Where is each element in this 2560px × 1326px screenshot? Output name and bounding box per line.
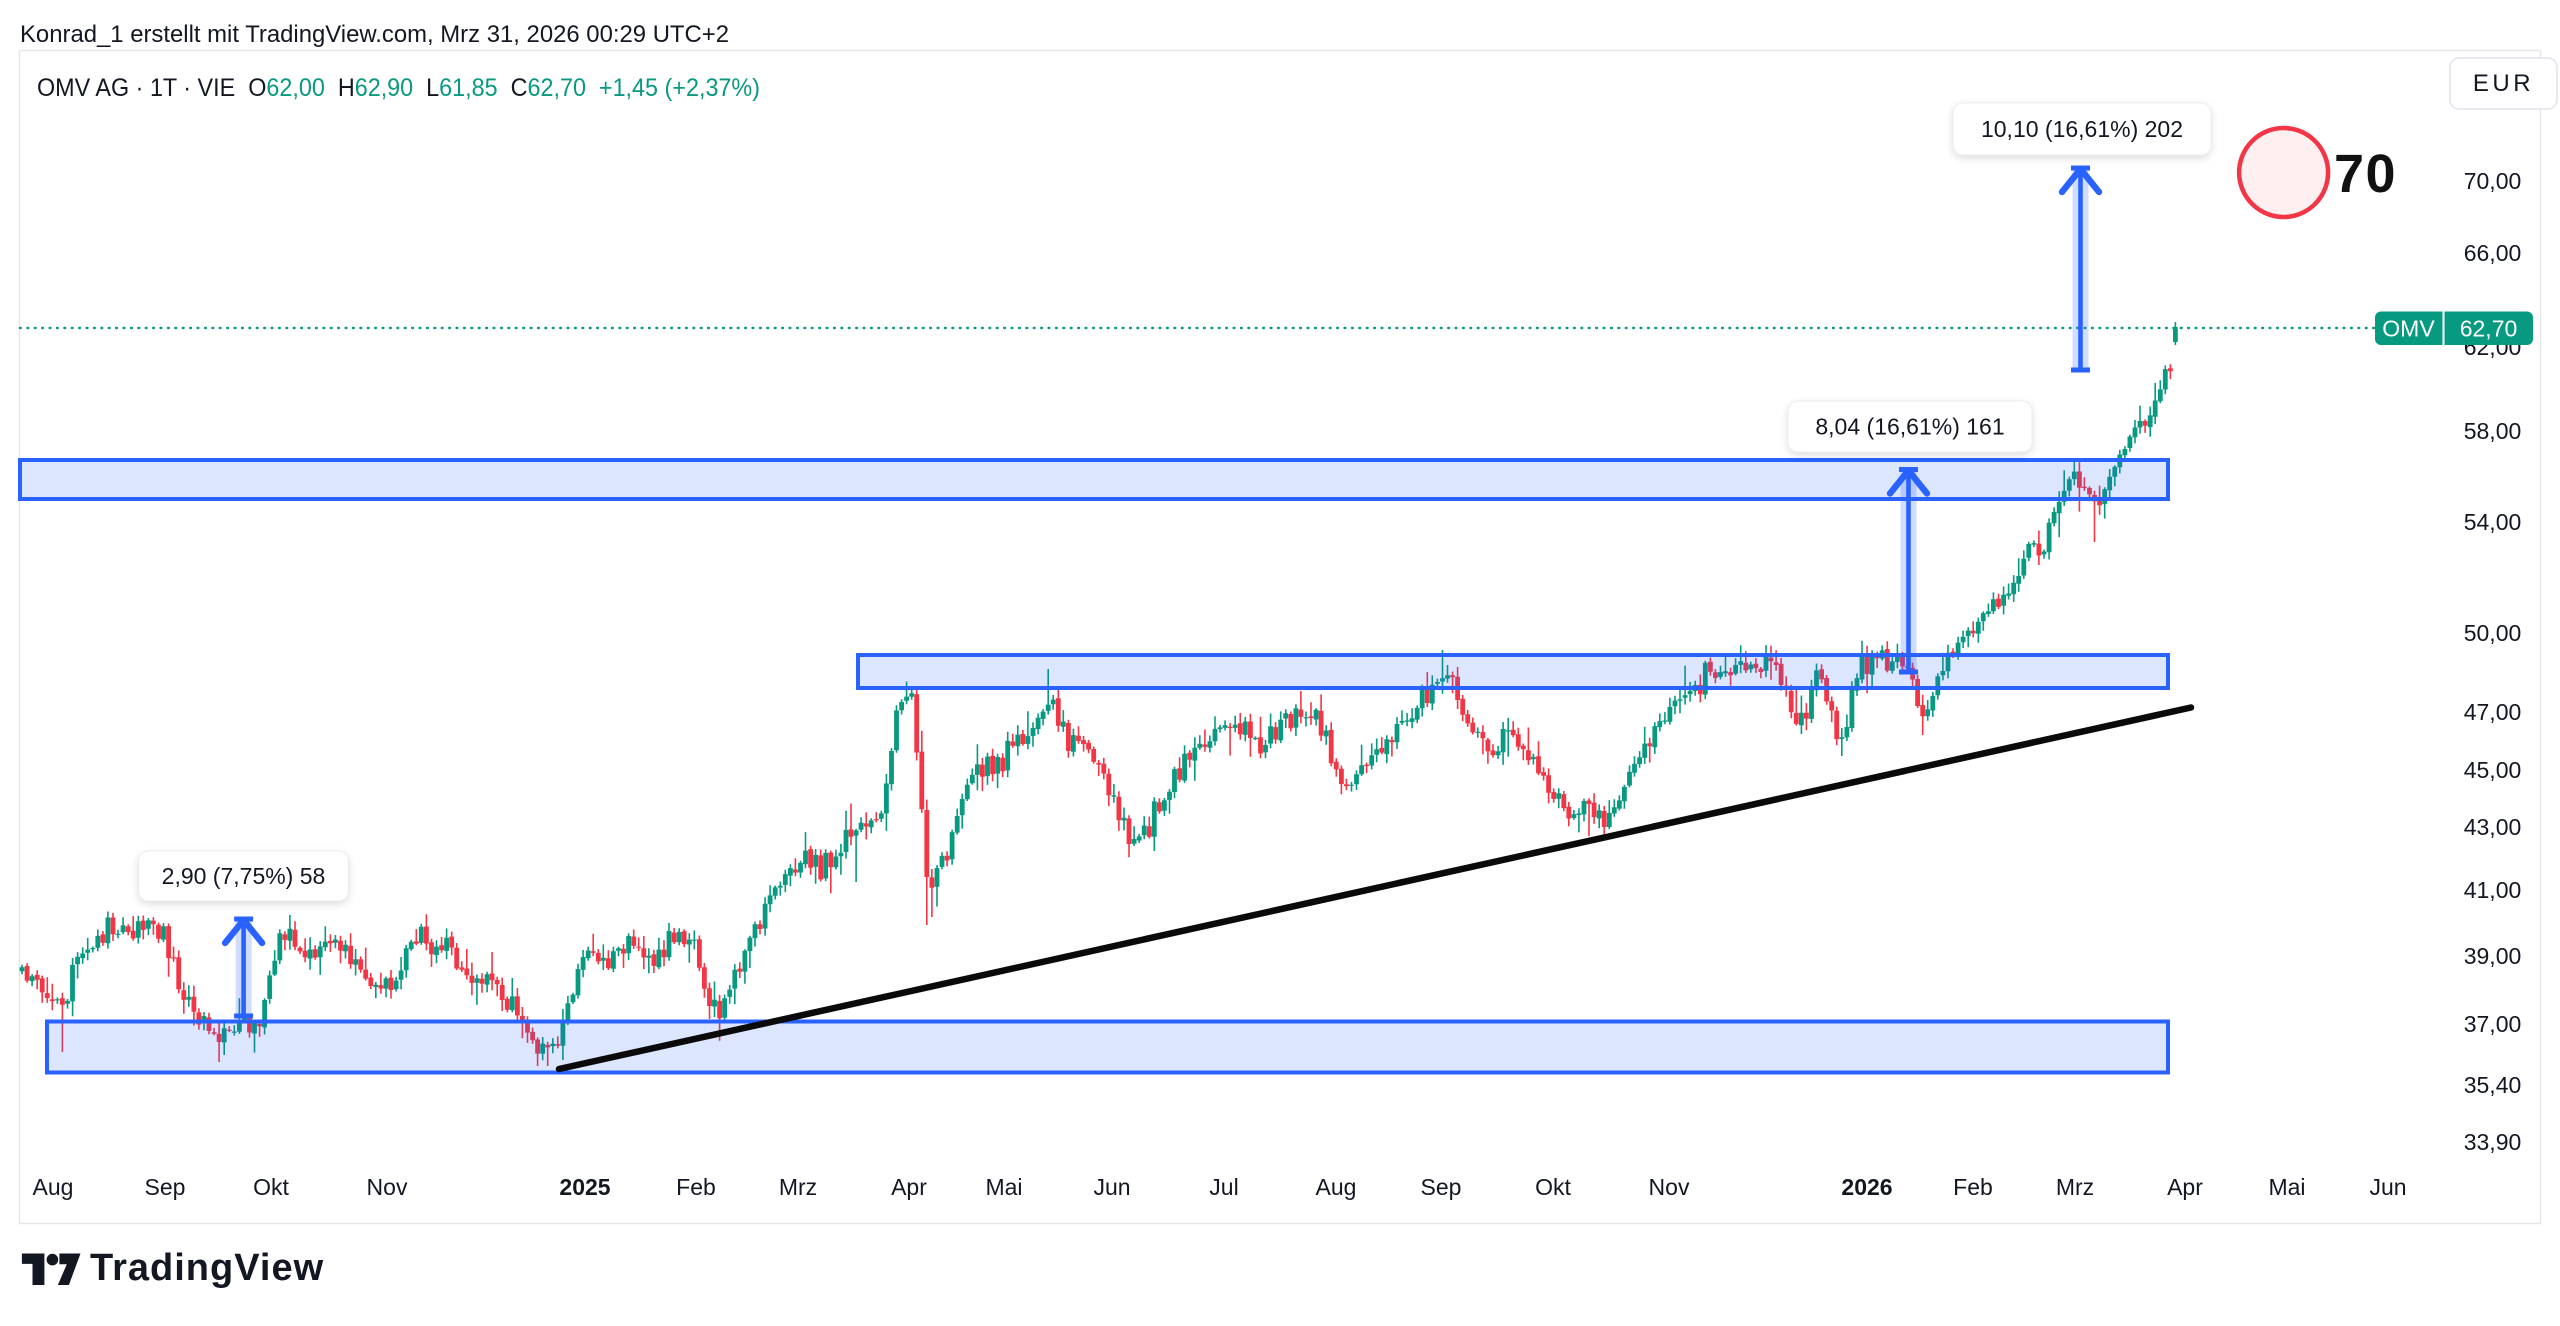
svg-text:Jul: Jul xyxy=(1209,1174,1238,1200)
svg-text:Feb: Feb xyxy=(676,1174,716,1200)
svg-text:66,00: 66,00 xyxy=(2464,240,2522,266)
svg-text:37,00: 37,00 xyxy=(2464,1011,2522,1037)
svg-text:35,40: 35,40 xyxy=(2464,1072,2522,1098)
svg-text:2,90 (7,75%) 58: 2,90 (7,75%) 58 xyxy=(162,863,326,889)
svg-text:Nov: Nov xyxy=(1649,1174,1690,1200)
svg-text:Mrz: Mrz xyxy=(779,1174,817,1200)
svg-text:62,70: 62,70 xyxy=(2460,316,2518,342)
svg-text:50,00: 50,00 xyxy=(2464,620,2522,646)
svg-text:2025: 2025 xyxy=(559,1174,610,1200)
svg-text:Sep: Sep xyxy=(1421,1174,1462,1200)
svg-text:Mai: Mai xyxy=(985,1174,1022,1200)
svg-text:EUR: EUR xyxy=(2473,70,2534,97)
svg-text:Nov: Nov xyxy=(367,1174,408,1200)
svg-text:70,00: 70,00 xyxy=(2464,168,2522,194)
svg-text:10,10 (16,61%) 202: 10,10 (16,61%) 202 xyxy=(1981,116,2183,142)
svg-text:Mrz: Mrz xyxy=(2056,1174,2094,1200)
svg-text:45,00: 45,00 xyxy=(2464,757,2522,783)
svg-text:Apr: Apr xyxy=(2167,1174,2203,1200)
svg-text:TradingView: TradingView xyxy=(90,1247,324,1289)
svg-text:43,00: 43,00 xyxy=(2464,814,2522,840)
svg-text:Okt: Okt xyxy=(1535,1174,1571,1200)
svg-text:Okt: Okt xyxy=(253,1174,289,1200)
svg-text:8,04 (16,61%) 161: 8,04 (16,61%) 161 xyxy=(1815,414,2004,440)
svg-text:58,00: 58,00 xyxy=(2464,418,2522,444)
svg-text:Jun: Jun xyxy=(2369,1174,2406,1200)
svg-text:33,90: 33,90 xyxy=(2464,1129,2522,1155)
svg-text:Konrad_1 erstellt mit TradingV: Konrad_1 erstellt mit TradingView.com, M… xyxy=(20,21,729,48)
svg-text:Jun: Jun xyxy=(1093,1174,1130,1200)
svg-text:39,00: 39,00 xyxy=(2464,943,2522,969)
svg-text:Aug: Aug xyxy=(33,1174,74,1200)
svg-text:Apr: Apr xyxy=(891,1174,927,1200)
svg-text:Feb: Feb xyxy=(1953,1174,1993,1200)
svg-text:54,00: 54,00 xyxy=(2464,509,2522,535)
svg-text:41,00: 41,00 xyxy=(2464,877,2522,903)
svg-text:Aug: Aug xyxy=(1316,1174,1357,1200)
svg-text:2026: 2026 xyxy=(1841,1174,1892,1200)
svg-text:Sep: Sep xyxy=(145,1174,186,1200)
svg-text:47,00: 47,00 xyxy=(2464,699,2522,725)
svg-text:Mai: Mai xyxy=(2268,1174,2305,1200)
svg-text:OMV AG · 1T · VIE O62,00 H62: OMV AG · 1T · VIE O62,00 H62,90 L61,85 C… xyxy=(37,74,760,102)
svg-text:70: 70 xyxy=(2334,144,2397,204)
svg-text:OMV: OMV xyxy=(2382,316,2435,342)
